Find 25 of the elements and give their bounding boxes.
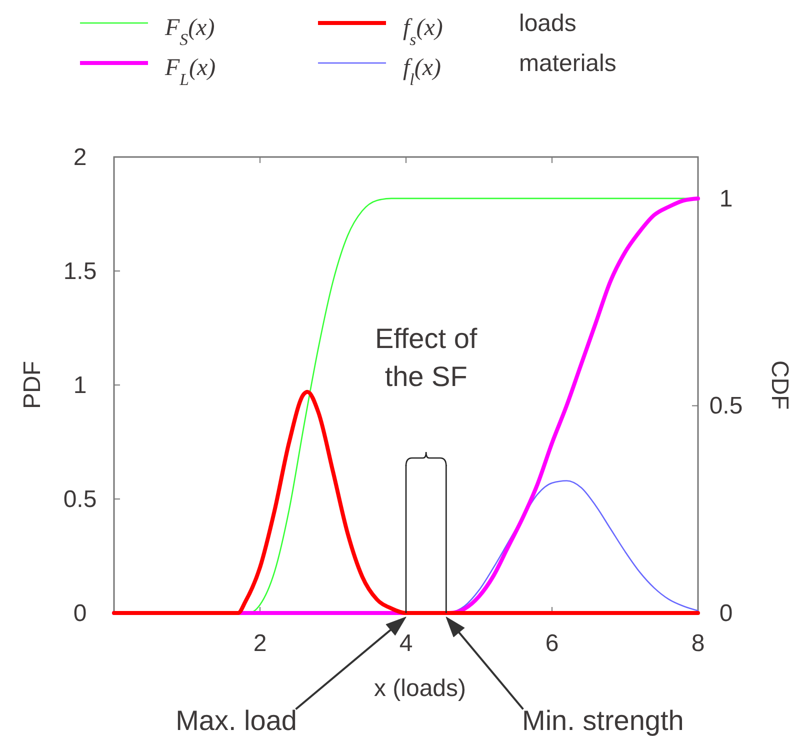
text: materials <box>519 50 616 77</box>
x-axis-title: x (loads) <box>374 675 466 702</box>
text: Max. load <box>176 705 297 736</box>
text: loads <box>519 10 576 37</box>
y-tick-label: 2 <box>73 144 87 171</box>
x-tick-label: 6 <box>545 630 559 657</box>
y2-tick-label: 0.5 <box>709 392 743 420</box>
annotation: Effect of the SF <box>374 323 478 392</box>
x-tick-label: 4 <box>399 630 413 657</box>
y-tick-label: 0 <box>73 600 87 627</box>
x-tick-label: 2 <box>253 630 267 657</box>
line-series <box>112 390 700 615</box>
legend-label: f$_{s}$(x) <box>403 15 443 48</box>
y2-axis-title: CDF <box>766 360 793 410</box>
x-tick-label: 8 <box>691 630 705 657</box>
y-tick-label: 1.5 <box>63 258 97 285</box>
y-tick-label: 1 <box>73 372 87 399</box>
legend-label: F$_{L}$(x) <box>164 55 216 88</box>
legend-label: f$_{l}$(x) <box>403 55 441 88</box>
y2-tick-label: 0 <box>719 600 733 627</box>
legend-label: F$_{S}$(x) <box>164 15 215 48</box>
text: Min. strength <box>522 705 684 736</box>
y-axis-title: PDF <box>19 361 46 409</box>
y-tick-label: 0.5 <box>63 486 97 513</box>
y2-tick-label: 1 <box>719 185 733 212</box>
